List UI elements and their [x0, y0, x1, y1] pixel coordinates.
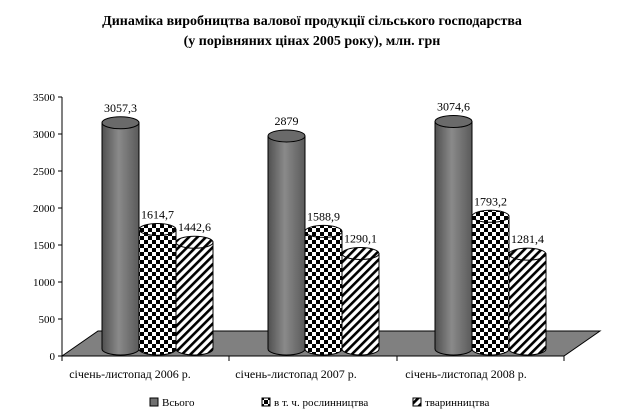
- y-tick-label: 2000: [33, 203, 56, 215]
- bar-body: [101, 122, 140, 356]
- data-label: 1442,6: [178, 220, 211, 234]
- legend-swatch: [412, 397, 422, 407]
- bar-top: [267, 129, 306, 143]
- bar: [341, 247, 380, 356]
- bar: [434, 114, 473, 356]
- data-label: 3074,6: [437, 99, 470, 113]
- bar: [304, 224, 343, 356]
- bar-body: [138, 229, 177, 356]
- chart-subtitle: (у порівняних цінах 2005 року), млн. грн: [183, 34, 441, 49]
- legend-swatch: [261, 397, 271, 407]
- legend-label: Всього: [162, 397, 195, 409]
- data-label: 1290,1: [344, 232, 377, 246]
- legend-label: тваринництва: [425, 397, 490, 409]
- data-label: 1614,7: [141, 208, 174, 222]
- y-tick-label: 3500: [33, 92, 56, 104]
- bar-top: [101, 116, 140, 130]
- bar-body: [267, 135, 306, 356]
- x-tick-label: січень-листопад 2008 р.: [405, 367, 527, 381]
- bar-top: [341, 247, 380, 261]
- bar-top: [304, 224, 343, 238]
- bar-body: [175, 241, 214, 356]
- bar-body: [434, 120, 473, 356]
- bar-top: [434, 114, 473, 128]
- y-tick-label: 0: [50, 351, 56, 363]
- y-tick-label: 3000: [33, 129, 56, 141]
- bar: [138, 223, 177, 356]
- bar-top: [508, 247, 547, 261]
- bar-body: [471, 215, 510, 356]
- bar-top: [138, 223, 177, 237]
- y-tick-label: 1500: [33, 240, 56, 252]
- bar-body: [341, 253, 380, 356]
- y-tick-label: 1000: [33, 277, 56, 289]
- bar: [175, 235, 214, 356]
- bar: [267, 129, 306, 356]
- bar-top: [471, 209, 510, 223]
- x-tick-label: січень-листопад 2007 р.: [235, 367, 357, 381]
- data-label: 1281,4: [511, 232, 544, 246]
- y-tick-label: 2500: [33, 166, 56, 178]
- legend-label: в т. ч. рослинництва: [274, 397, 368, 409]
- data-label: 3057,3: [104, 101, 137, 115]
- data-label: 2879: [275, 114, 299, 128]
- bar-body: [508, 253, 547, 356]
- legend-swatch: [149, 397, 159, 407]
- bar-body: [304, 230, 343, 356]
- bar-top: [175, 235, 214, 249]
- y-tick-label: 500: [39, 314, 56, 326]
- data-label: 1588,9: [307, 209, 340, 223]
- chart-title: Динаміка виробництва валової продукції с…: [102, 14, 522, 29]
- bar: [471, 209, 510, 356]
- bar: [508, 247, 547, 356]
- x-tick-label: січень-листопад 2006 р.: [69, 367, 191, 381]
- bar: [101, 116, 140, 356]
- data-label: 1793,2: [474, 194, 507, 208]
